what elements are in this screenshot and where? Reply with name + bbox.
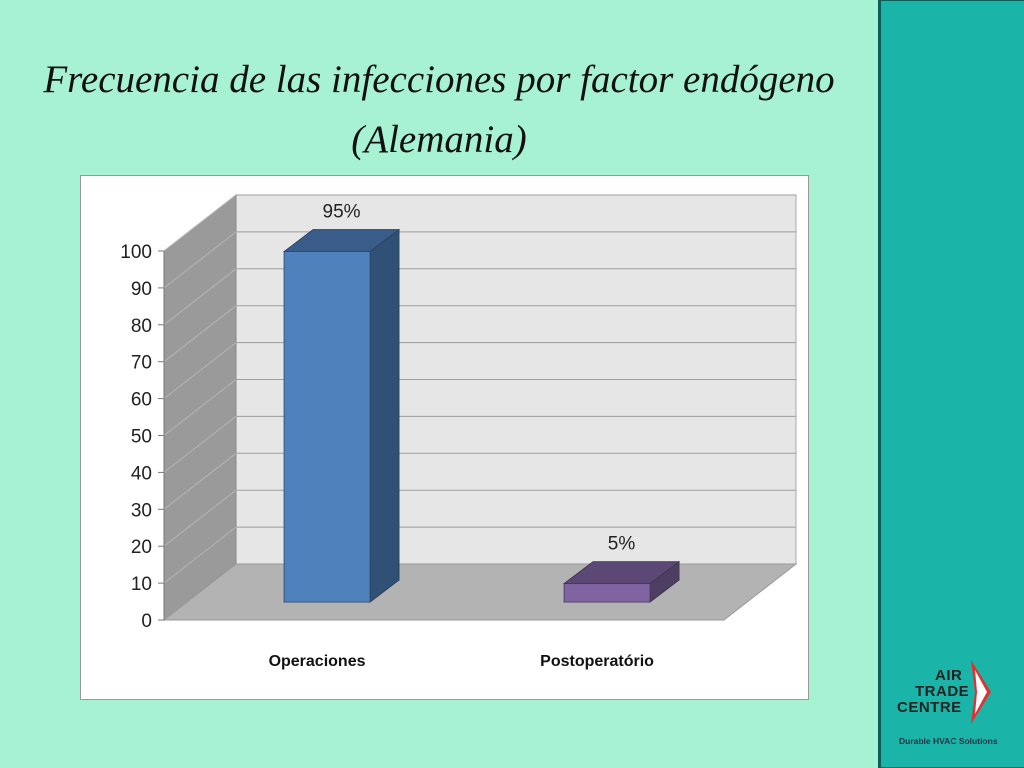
logo-word-air: AIR (935, 667, 963, 684)
gridline-side (163, 342, 237, 399)
gridline-side (163, 416, 237, 473)
logo-tagline: Durable HVAC Solutions (899, 736, 998, 746)
gridline-side (163, 489, 237, 547)
air-trade-centre-logo: AIR TRADE CENTRE Durable HVAC Solutions (891, 656, 1017, 756)
y-tick-label: 80 (131, 316, 152, 337)
bar-operaciones (283, 251, 371, 603)
chart-floor (162, 563, 798, 621)
gridline-side (163, 305, 237, 363)
slide-title: Frecuencia de las infecciones por factor… (0, 50, 878, 170)
data-label: 95% (323, 202, 361, 223)
bar-chart: 0 10 20 30 40 50 60 70 80 90 100 95% Operaciones 5% Po… (120, 193, 798, 670)
y-tick-label: 40 (131, 463, 152, 484)
side-panel: AIR TRADE CENTRE Durable HVAC Solutions (878, 0, 1024, 768)
title-line-2: (Alemania) (351, 118, 527, 161)
gridline-side (163, 526, 237, 584)
y-tick-label: 10 (131, 574, 152, 595)
chart-container: 0 10 20 30 40 50 60 70 80 90 100 95% Operaciones 5% Po… (80, 175, 809, 700)
bar-postoperatório (563, 583, 651, 603)
title-line-1: Frecuencia de las infecciones por factor… (43, 58, 835, 101)
gridline-side (163, 231, 237, 289)
logo-word-trade: TRADE (915, 683, 970, 700)
y-tick-label: 50 (131, 427, 152, 448)
gridline-side (163, 194, 237, 252)
gridline-side (163, 379, 237, 436)
y-tick-label: 30 (131, 500, 152, 521)
gridline-side (163, 268, 237, 326)
x-category-label: Postoperatório (540, 653, 654, 670)
y-tick-label: 0 (141, 611, 152, 632)
logo-arrow-icon (971, 660, 991, 724)
x-category-label: Operaciones (269, 653, 366, 670)
y-tick-label: 20 (131, 537, 152, 558)
y-tick-label: 60 (131, 390, 152, 411)
y-tick-label: 90 (131, 279, 152, 300)
y-tick-label: 100 (120, 242, 152, 263)
logo-word-centre: CENTRE (897, 699, 962, 716)
y-tick-label: 70 (131, 353, 152, 374)
gridline-side (163, 452, 237, 510)
data-label: 5% (608, 534, 636, 555)
bar-side (369, 228, 400, 603)
